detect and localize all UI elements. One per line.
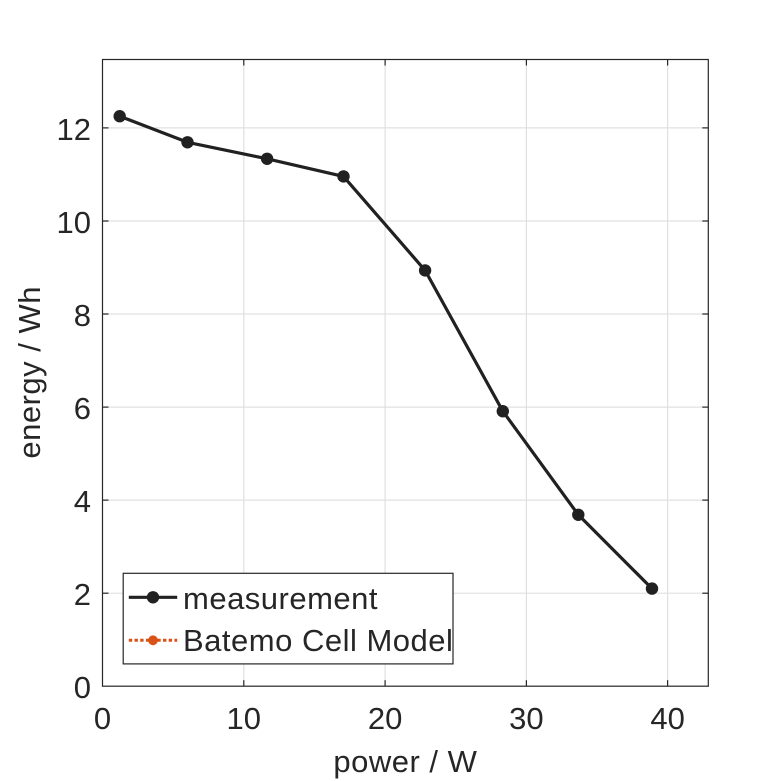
svg-text:10: 10 [57,205,91,240]
svg-text:10: 10 [227,701,261,736]
svg-text:12: 12 [57,112,91,147]
svg-text:8: 8 [74,298,91,333]
svg-text:30: 30 [509,701,543,736]
svg-text:2: 2 [74,577,91,612]
svg-text:4: 4 [74,484,91,519]
svg-text:0: 0 [94,701,111,736]
svg-text:power / W: power / W [333,744,477,779]
svg-text:measurement: measurement [183,581,378,616]
svg-text:40: 40 [650,701,684,736]
svg-text:energy / Wh: energy / Wh [12,286,47,459]
svg-text:Batemo Cell Model: Batemo Cell Model [183,623,453,658]
svg-text:20: 20 [368,701,402,736]
svg-text:6: 6 [74,391,91,426]
svg-text:0: 0 [74,670,91,705]
